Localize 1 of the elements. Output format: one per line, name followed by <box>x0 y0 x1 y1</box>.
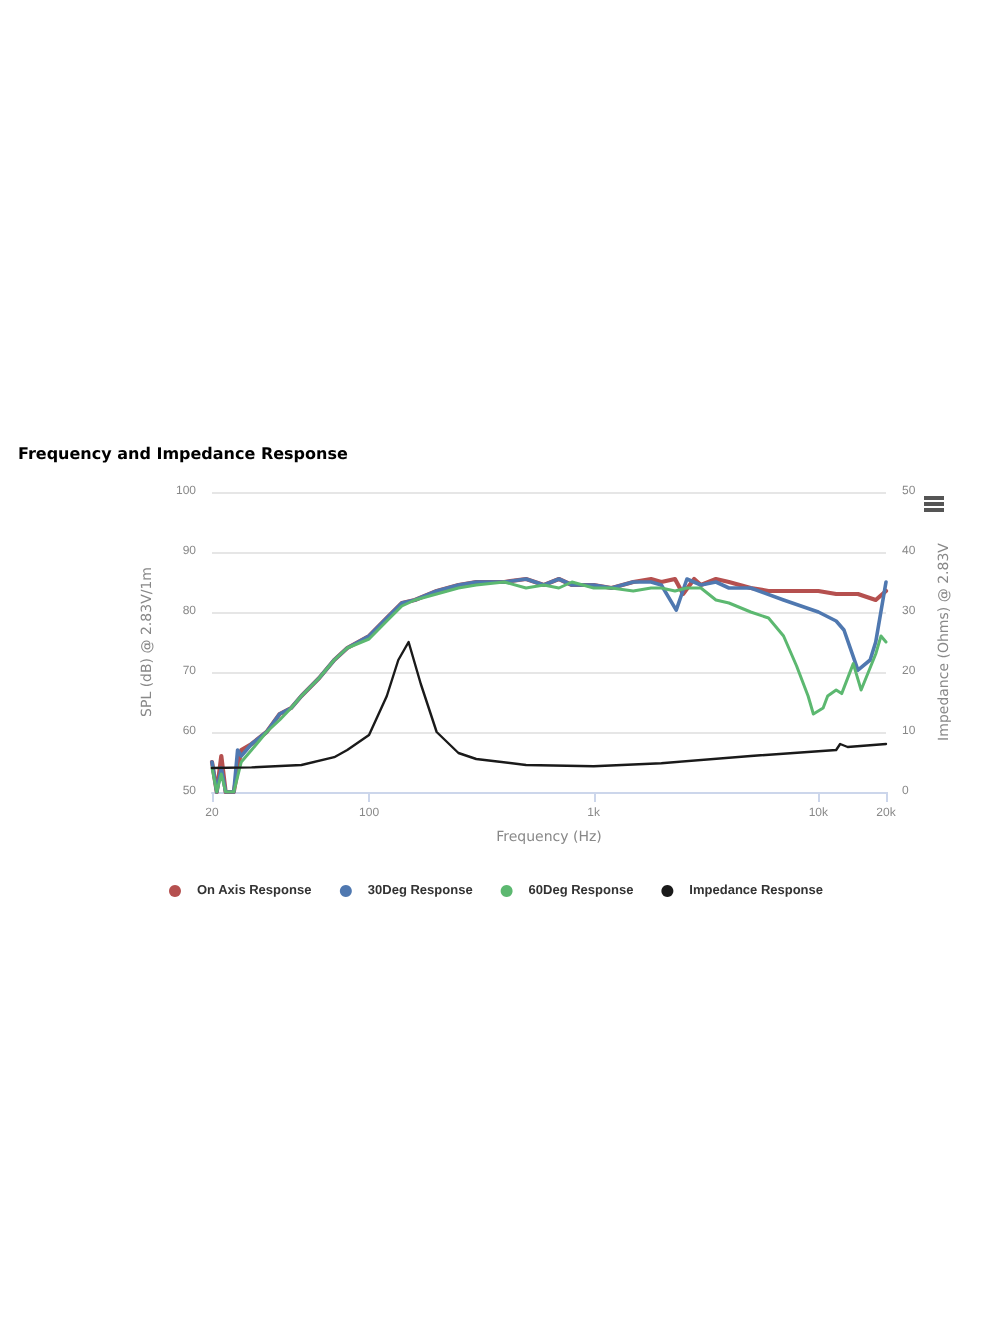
chart-title: Frequency and Impedance Response <box>18 445 349 463</box>
